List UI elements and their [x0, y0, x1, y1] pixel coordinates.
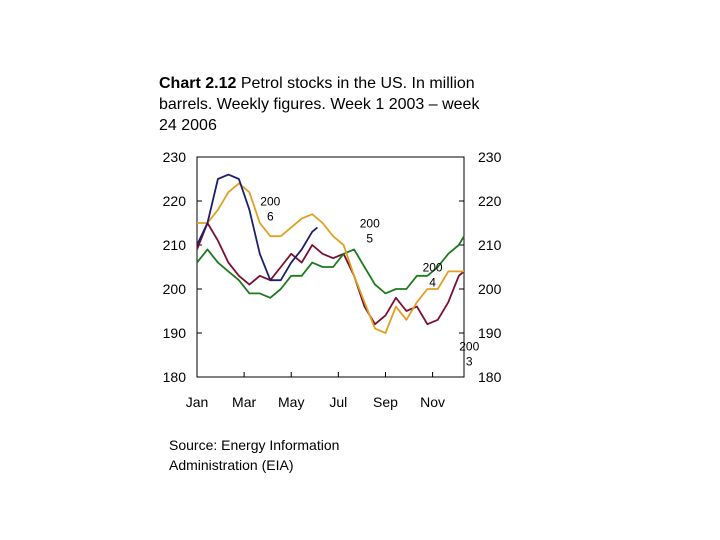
y-tick-label-left: 220 [163, 193, 187, 209]
x-tick-label: Nov [420, 394, 445, 410]
series-label-2004: 200 [423, 260, 443, 274]
series-label-2004: 4 [429, 275, 436, 289]
y-tick-label-right: 200 [478, 281, 502, 297]
series-label-2005: 5 [366, 231, 373, 245]
chart-title-number: Chart 2.12 [159, 75, 237, 92]
x-tick-label: Jul [329, 394, 347, 410]
y-tick-label-left: 230 [163, 149, 187, 165]
y-tick-label-left: 210 [163, 237, 187, 253]
y-tick-label-left: 190 [163, 325, 187, 341]
series-label-2003: 3 [466, 355, 473, 369]
series-line-2003 [196, 222, 465, 326]
source-note: Source: Energy Information Administratio… [169, 437, 340, 473]
series-line-2005 [197, 182, 464, 334]
series-label-2005: 200 [360, 216, 380, 230]
series-line-2004 [196, 235, 465, 299]
series-label-2006: 6 [267, 209, 274, 223]
x-tick-label: Mar [232, 394, 256, 410]
y-tick-label-right: 190 [478, 325, 502, 341]
x-tick-label: May [278, 394, 304, 410]
x-tick-label: Jan [186, 394, 209, 410]
y-tick-label-left: 200 [163, 281, 187, 297]
series-label-2003: 200 [459, 340, 479, 354]
y-tick-label-right: 180 [478, 369, 502, 385]
series-lines [196, 173, 465, 334]
series-label-2006: 200 [260, 194, 280, 208]
series-line-2006 [196, 173, 318, 282]
plot-frame [196, 156, 465, 378]
y-tick-label-right: 230 [478, 149, 502, 165]
y-tick-label-right: 220 [478, 193, 502, 209]
y-tick-label-left: 180 [163, 369, 187, 385]
y-tick-label-right: 210 [478, 237, 502, 253]
chart-title-text: Petrol stocks in the US. In million barr… [159, 75, 480, 134]
x-tick-label: Sep [373, 394, 398, 410]
chart-title: Chart 2.12 Petrol stocks in the US. In m… [159, 73, 489, 136]
